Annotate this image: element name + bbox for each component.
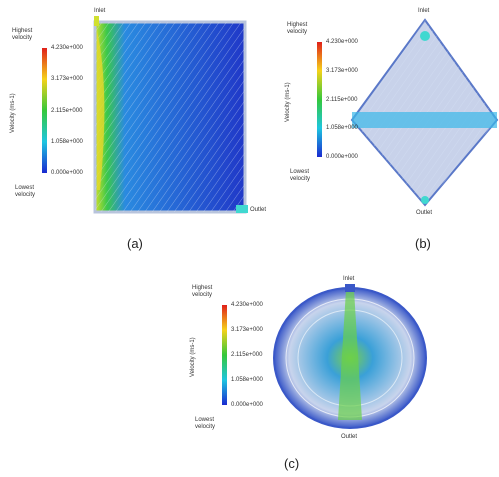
panel-c-domain (273, 284, 427, 429)
color-bar (317, 42, 322, 157)
colorbar-tick-label: 3.173e+000 (326, 67, 358, 74)
colorbar-axis-label: Velocity (ms-1) (190, 337, 196, 377)
panel-a-domain (93, 16, 248, 214)
colorbar-axis-label: Velocity (ms-1) (285, 81, 291, 122)
colorbar-tick-label: 1.058e+000 (51, 138, 83, 145)
outlet-label: Outlet (250, 207, 267, 213)
colorbar-tick-label: 2.115e+000 (51, 107, 83, 114)
inlet-label: Inlet (343, 276, 355, 282)
colorbar-axis-label: Velocity (ms-1) (10, 92, 16, 133)
colorbar-tick-label: 3.173e+000 (51, 76, 83, 83)
inlet-label: Inlet (94, 8, 106, 14)
color-bar (42, 48, 47, 173)
panel-caption: (c) (284, 456, 300, 471)
color-bar (222, 305, 227, 405)
colorbar-tick-label: 1.058e+000 (231, 377, 263, 383)
inlet-label: Inlet (418, 8, 430, 14)
colorbar-tick-label: 4.230e+000 (326, 39, 358, 45)
colorbar-tick-label: 0.000e+000 (326, 154, 358, 160)
panel-b-domain (350, 18, 499, 207)
colorbar-tick-label: 4.230e+000 (51, 45, 83, 51)
colorbar-tick-label: 0.000e+000 (51, 170, 83, 176)
legend-bottom: Lowest velocity (195, 417, 216, 430)
panel-caption: (b) (415, 236, 431, 251)
colorbar-tick-label: 4.230e+000 (231, 302, 263, 308)
colorbar-tick-label: 0.000e+000 (231, 402, 263, 408)
legend-bottom: Lowest velocity (290, 169, 311, 182)
colorbar-tick-label: 1.058e+000 (326, 125, 358, 132)
outlet-label: Outlet (341, 434, 358, 440)
panel-caption: (a) (127, 236, 143, 251)
legend-bottom: Lowest velocity (15, 185, 36, 198)
legend-top: Highest velocity (192, 285, 213, 298)
colorbar-tick-label: 2.115e+000 (326, 96, 358, 103)
legend-top: Highest velocity (12, 28, 33, 41)
outlet-label: Outlet (416, 210, 433, 216)
legend-top: Highest velocity (287, 22, 308, 35)
colorbar-tick-label: 3.173e+000 (231, 327, 263, 333)
colorbar-tick-label: 2.115e+000 (231, 352, 263, 358)
